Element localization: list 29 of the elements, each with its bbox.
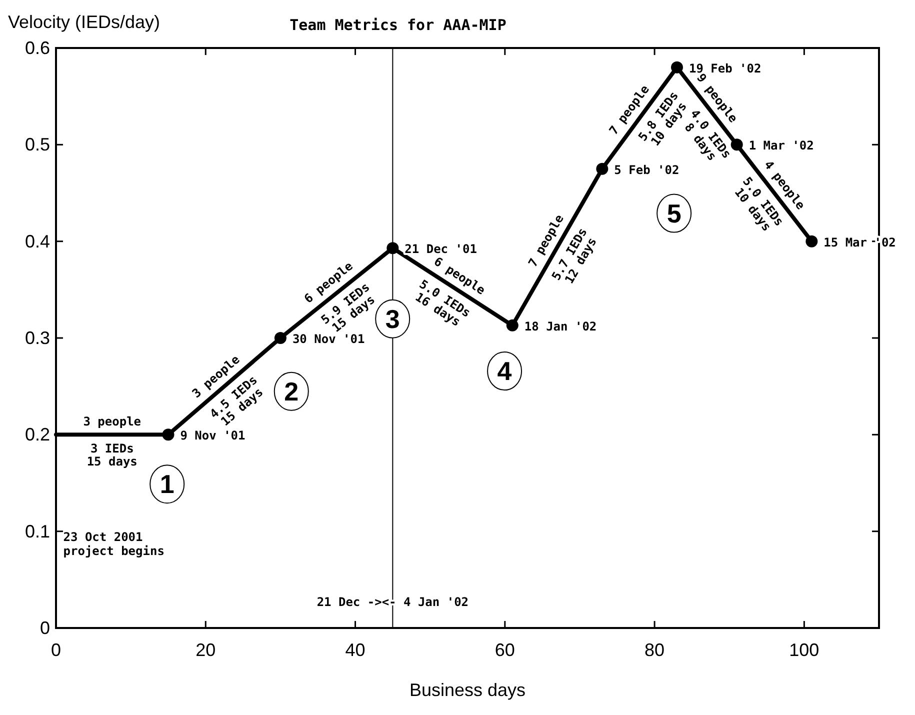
- annotation: 5: [666, 198, 682, 228]
- y-tick-label: 0.1: [24, 521, 50, 542]
- x-tick-label: 20: [196, 640, 216, 660]
- y-axis-title: Velocity (IEDs/day): [8, 12, 160, 32]
- annotation: 18 Jan '02: [524, 319, 597, 334]
- x-tick-label: 80: [644, 640, 665, 660]
- annotation: 3 people: [83, 414, 142, 429]
- annotation: 3: [385, 304, 400, 334]
- x-tick-label: 40: [345, 640, 366, 660]
- annotation: 5 Feb '02: [614, 162, 680, 177]
- x-axis-title: Business days: [409, 680, 526, 700]
- annotation: 21 Dec '01: [404, 242, 477, 256]
- y-tick-label: 0: [40, 618, 50, 638]
- annotation: 3 IEDs 15 days: [86, 442, 138, 469]
- annotation: 9 Nov '01: [180, 428, 246, 443]
- annotation: 2: [284, 376, 299, 406]
- y-tick-label: 0.4: [24, 231, 50, 252]
- y-tick-label: 0.3: [24, 328, 50, 348]
- y-tick-label: 0.5: [24, 134, 50, 155]
- chart-title: Team Metrics for AAA-MIP: [290, 16, 506, 34]
- annotation: 1 Mar '02: [748, 138, 814, 153]
- y-tick-label: 0.6: [24, 38, 50, 58]
- annotation: 1: [160, 469, 174, 500]
- annotation: 23 Oct 2001 project begins: [63, 530, 164, 558]
- x-tick-label: 100: [789, 640, 820, 660]
- annotation: 4: [497, 356, 512, 386]
- y-tick-label: 0.2: [24, 424, 50, 445]
- x-tick-label: 60: [494, 640, 515, 660]
- annotation: 30 Nov '01: [292, 332, 365, 346]
